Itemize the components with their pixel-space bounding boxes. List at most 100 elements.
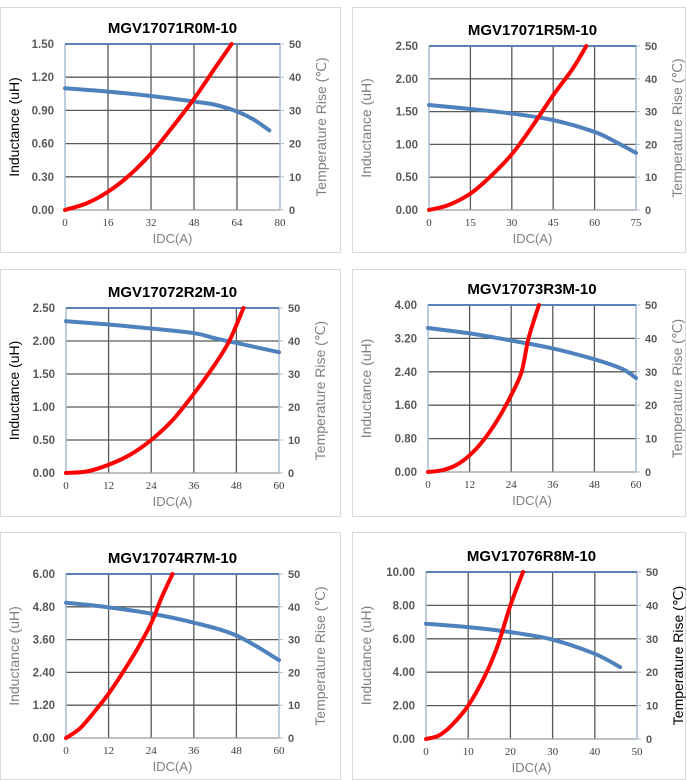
x-axis-label: IDC(A) bbox=[513, 231, 553, 246]
x-tick-label: 32 bbox=[146, 217, 157, 229]
y-tick-label: 2.00 bbox=[393, 701, 415, 713]
x-tick-label: 36 bbox=[188, 745, 200, 757]
y-tick-label: 3.20 bbox=[395, 333, 417, 345]
y2-tick-label: 0 bbox=[289, 205, 295, 217]
temperature-series-line bbox=[64, 306, 246, 475]
chart-1: MGV17071R0M-10 0 16 32 48 64 80 0.00 0.30 0.60 0.9… bbox=[0, 7, 341, 253]
chart-title: MGV17072R2M-10 bbox=[108, 284, 237, 301]
chart-title: MGV17074R7M-10 bbox=[108, 550, 237, 567]
y-axis-label: Inductance (uH) bbox=[358, 606, 374, 706]
y2-tick-label: 20 bbox=[289, 139, 301, 151]
y-tick-label: 0.00 bbox=[393, 734, 415, 746]
y-tick-label: 1.20 bbox=[32, 72, 54, 84]
x-tick-label: 24 bbox=[146, 480, 158, 492]
x-tick-label: 50 bbox=[632, 746, 644, 758]
y2-tick-label: 40 bbox=[646, 600, 658, 612]
y2-tick-label: 20 bbox=[288, 667, 300, 679]
y-axis-label: Inductance (uH) bbox=[358, 339, 374, 439]
y2-tick-label: 0 bbox=[288, 468, 294, 480]
x-tick-label: 24 bbox=[506, 479, 518, 491]
temperature-series-line bbox=[427, 44, 589, 212]
x-tick-label: 12 bbox=[103, 480, 114, 492]
y-tick-label: 10.00 bbox=[386, 567, 415, 579]
y2-axis-label: Temperature Rise (℃) bbox=[312, 586, 328, 725]
y-tick-label: 0.00 bbox=[33, 468, 55, 480]
inductance-series-line bbox=[63, 86, 272, 133]
y2-tick-label: 20 bbox=[288, 402, 300, 414]
x-axis-label: IDC(A) bbox=[153, 759, 193, 774]
x-tick-label: 36 bbox=[188, 480, 200, 492]
chart-2: MGV17071R5M-10 0 15 30 45 60 75 0.00 0.50 1.00 1.5… bbox=[352, 7, 686, 253]
x-axis-label: IDC(A) bbox=[512, 493, 552, 508]
temperature-series-line bbox=[64, 572, 175, 740]
x-tick-label: 0 bbox=[63, 480, 69, 492]
y2-tick-label: 50 bbox=[289, 39, 301, 51]
chart-panel bbox=[0, 269, 341, 517]
x-tick-label: 45 bbox=[548, 217, 560, 229]
y2-tick-label: 0 bbox=[288, 733, 294, 745]
y2-tick-label: 10 bbox=[645, 172, 657, 184]
y2-axis-label: Temperature Rise (℃) bbox=[313, 57, 329, 196]
y2-axis-label: Temperature Rise (℃) bbox=[669, 319, 685, 458]
y-axis-label: Inductance (uH) bbox=[358, 78, 374, 178]
chart-5: MGV17074R7M-10 0 12 24 36 48 60 0.00 1.20 2.40 3.6… bbox=[0, 532, 341, 780]
temperature-series-line bbox=[424, 570, 526, 741]
y2-tick-label: 30 bbox=[645, 367, 657, 379]
y2-tick-label: 0 bbox=[645, 467, 651, 479]
x-tick-label: 24 bbox=[146, 745, 158, 757]
y2-tick-label: 40 bbox=[645, 333, 657, 345]
y2-tick-label: 0 bbox=[645, 205, 651, 217]
x-axis-label: IDC(A) bbox=[153, 231, 193, 246]
x-tick-label: 0 bbox=[63, 745, 69, 757]
y-tick-label: 4.00 bbox=[393, 667, 415, 679]
y2-tick-label: 30 bbox=[289, 105, 301, 117]
inductance-series-line bbox=[64, 319, 281, 355]
y2-tick-label: 50 bbox=[645, 41, 657, 53]
x-tick-label: 40 bbox=[589, 746, 601, 758]
y-tick-label: 1.00 bbox=[396, 139, 418, 151]
y-tick-label: 4.80 bbox=[33, 602, 55, 614]
temperature-series-line bbox=[63, 42, 234, 212]
chart-panel bbox=[352, 7, 686, 253]
y2-tick-label: 20 bbox=[646, 667, 658, 679]
y-tick-label: 3.60 bbox=[33, 635, 55, 647]
y-tick-label: 0.50 bbox=[396, 172, 418, 184]
x-tick-label: 75 bbox=[631, 217, 643, 229]
y-axis-label: Inductance (uH) bbox=[6, 341, 22, 441]
y2-tick-label: 50 bbox=[288, 569, 300, 581]
y2-axis-label: Temperature Rise (℃) bbox=[312, 321, 328, 460]
chart-title: MGV17071R0M-10 bbox=[108, 20, 237, 37]
x-tick-label: 12 bbox=[103, 745, 114, 757]
y2-tick-label: 10 bbox=[288, 700, 300, 712]
x-tick-label: 10 bbox=[463, 746, 475, 758]
y2-tick-label: 10 bbox=[645, 434, 657, 446]
y-tick-label: 2.40 bbox=[33, 667, 55, 679]
x-tick-label: 60 bbox=[589, 217, 601, 229]
x-axis-label: IDC(A) bbox=[153, 494, 193, 509]
y-tick-label: 2.40 bbox=[395, 367, 417, 379]
y-tick-label: 1.60 bbox=[395, 400, 417, 412]
x-tick-label: 0 bbox=[62, 217, 68, 229]
y2-axis-label: Temperature Rise (℃) bbox=[670, 586, 686, 725]
chart-3: MGV17072R2M-10 0 12 24 36 48 60 0.00 0.50 1.00 1.5… bbox=[0, 269, 341, 517]
x-tick-label: 15 bbox=[465, 217, 477, 229]
y-tick-label: 0.00 bbox=[395, 467, 417, 479]
x-tick-label: 48 bbox=[231, 480, 243, 492]
chart-title: MGV17076R8M-10 bbox=[467, 548, 596, 565]
y2-tick-label: 50 bbox=[646, 567, 658, 579]
y-tick-label: 2.50 bbox=[33, 303, 55, 315]
y-tick-label: 1.50 bbox=[33, 369, 55, 381]
x-axis-label: IDC(A) bbox=[512, 760, 552, 775]
y-tick-label: 6.00 bbox=[33, 569, 55, 581]
x-tick-label: 0 bbox=[426, 217, 432, 229]
x-tick-label: 30 bbox=[547, 746, 559, 758]
y2-tick-label: 40 bbox=[288, 602, 300, 614]
x-tick-label: 0 bbox=[423, 746, 429, 758]
y-tick-label: 0.00 bbox=[396, 205, 418, 217]
y-axis-label: Inductance (uH) bbox=[6, 606, 22, 706]
y-tick-label: 2.00 bbox=[396, 74, 418, 86]
x-tick-label: 60 bbox=[631, 479, 643, 491]
x-tick-label: 12 bbox=[464, 479, 475, 491]
x-tick-label: 36 bbox=[547, 479, 559, 491]
y2-tick-label: 40 bbox=[288, 336, 300, 348]
